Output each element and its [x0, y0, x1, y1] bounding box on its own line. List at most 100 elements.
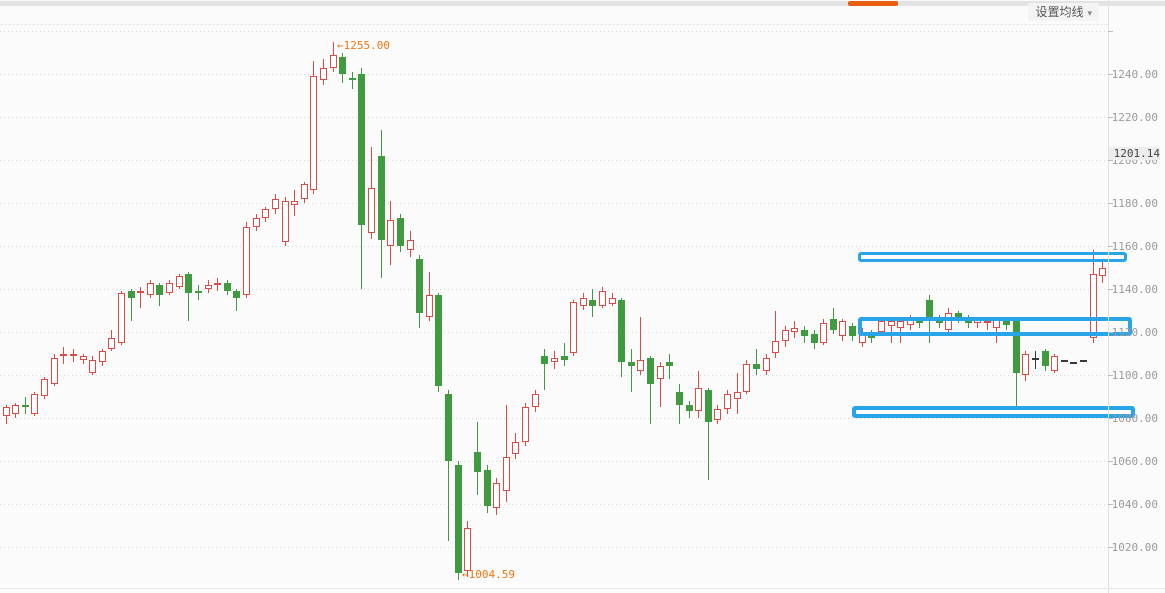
- candle: [926, 299, 933, 320]
- candle: [137, 291, 145, 294]
- candle: [733, 392, 741, 399]
- candle: [2, 407, 10, 416]
- axis-label: 1080.00: [1111, 412, 1158, 425]
- candle-wick: [236, 289, 238, 311]
- axis-tick: [1108, 246, 1113, 247]
- candle-wick: [650, 355, 651, 425]
- candle: [223, 282, 231, 292]
- candle-wick: [72, 349, 74, 363]
- axis-tick: [1108, 31, 1113, 32]
- candle: [887, 321, 895, 326]
- candle: [1060, 359, 1068, 362]
- candle: [252, 218, 260, 227]
- candle: [464, 527, 472, 571]
- candle: [416, 258, 424, 313]
- candle: [60, 353, 68, 356]
- candle: [1070, 362, 1078, 365]
- candle: [954, 312, 962, 320]
- candle: [1089, 273, 1097, 339]
- candle: [358, 74, 366, 225]
- candle: [493, 482, 501, 509]
- candle: [743, 364, 751, 393]
- candle: [531, 394, 539, 408]
- grid-line: [0, 375, 1108, 376]
- candle: [983, 321, 991, 324]
- candle: [368, 187, 376, 234]
- ma-settings-button[interactable]: 设置均线 ▾: [1028, 3, 1099, 21]
- chart-scrollbar-thumb[interactable]: [848, 1, 898, 6]
- candle: [512, 441, 520, 455]
- candle: [627, 362, 635, 367]
- candle-wick: [188, 271, 190, 322]
- axis-tick: [1108, 461, 1113, 462]
- grid-line: [0, 461, 1108, 462]
- candle: [829, 319, 837, 330]
- candle: [339, 56, 347, 74]
- candle: [656, 366, 664, 380]
- candle: [271, 198, 279, 210]
- candle: [406, 239, 414, 251]
- chevron-down-icon: ▾: [1087, 9, 1092, 19]
- candle: [69, 353, 77, 356]
- candle: [117, 293, 125, 343]
- candle: [1031, 357, 1039, 360]
- candle: [675, 392, 683, 406]
- axis-label: 1040.00: [1111, 498, 1158, 511]
- candle-wick: [448, 390, 449, 541]
- candle: [12, 405, 20, 414]
- candle: [31, 394, 39, 414]
- axis-label: 1180.00: [1111, 197, 1158, 210]
- candle: [262, 209, 270, 218]
- axis-tick: [1108, 117, 1113, 118]
- candle: [377, 155, 385, 240]
- candle: [320, 67, 327, 81]
- chart-scrollbar-track[interactable]: [0, 1, 1165, 6]
- candle-wick: [130, 289, 132, 322]
- candle: [608, 297, 616, 304]
- candle: [127, 291, 135, 298]
- candle: [98, 351, 106, 363]
- axis-tick: [1108, 332, 1113, 333]
- candle: [348, 78, 356, 81]
- axis-tick: [1108, 418, 1113, 419]
- candle: [1041, 351, 1049, 367]
- candle: [473, 452, 481, 472]
- candle: [801, 329, 808, 337]
- price-annotation: ←1255.00: [337, 39, 390, 52]
- axis-tick: [1108, 74, 1113, 75]
- candle: [685, 405, 693, 412]
- candle: [810, 334, 818, 343]
- candle: [647, 357, 654, 384]
- highlight-box[interactable]: [858, 317, 1132, 336]
- candle: [589, 299, 597, 307]
- candle: [618, 299, 626, 363]
- candle: [820, 323, 828, 343]
- candle-wick: [140, 286, 142, 309]
- highlight-box[interactable]: [852, 406, 1135, 418]
- candle: [570, 301, 578, 354]
- price-axis: 1240.00 1220.00 1200.00 1180.00 1160.00 1140.…: [1108, 0, 1165, 593]
- candle: [781, 329, 789, 341]
- candle: [935, 319, 943, 324]
- candle: [243, 226, 250, 296]
- candle-wick: [505, 405, 507, 502]
- axis-label: 1160.00: [1111, 240, 1158, 253]
- axis-label: 1140.00: [1111, 283, 1158, 296]
- axis-label: 1220.00: [1111, 111, 1158, 124]
- highlight-box[interactable]: [858, 252, 1127, 262]
- grid-line: [0, 117, 1108, 118]
- axis-tick: [1108, 160, 1113, 161]
- toolbar-divider: [0, 24, 1108, 25]
- candle-wick: [544, 349, 546, 390]
- candle: [1099, 267, 1107, 277]
- axis-tick: [1108, 203, 1113, 204]
- candle: [666, 362, 674, 367]
- current-price-label: 1201.14: [1109, 147, 1160, 160]
- candle: [560, 355, 568, 360]
- candle: [79, 355, 87, 360]
- candle: [21, 405, 29, 408]
- candle: [1012, 321, 1020, 373]
- chart-bottom-divider: [0, 588, 1165, 589]
- grid-line: [0, 332, 1108, 333]
